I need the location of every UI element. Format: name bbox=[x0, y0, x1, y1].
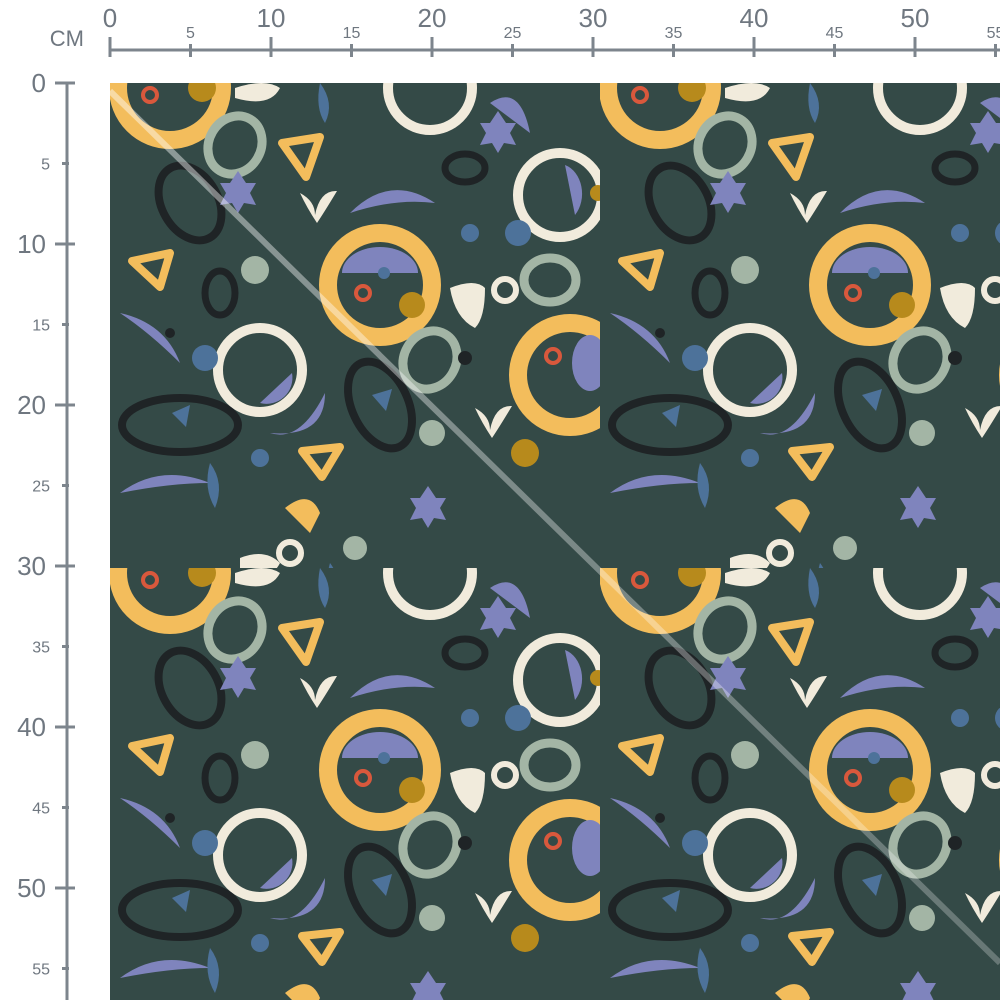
left-ruler-label: 45 bbox=[32, 801, 50, 818]
fabric-sheen-fold bbox=[110, 88, 1000, 966]
top-ruler-label: 45 bbox=[826, 25, 844, 42]
top-ruler-label: 55 bbox=[987, 25, 1000, 42]
left-ruler-label: 20 bbox=[17, 390, 46, 420]
top-ruler-label: 30 bbox=[579, 3, 608, 33]
left-ruler-label: 15 bbox=[32, 318, 50, 335]
left-ruler-label: 5 bbox=[41, 157, 50, 174]
top-ruler-label: 5 bbox=[186, 25, 195, 42]
top-ruler-label: 25 bbox=[504, 25, 522, 42]
left-ruler-label: 25 bbox=[32, 479, 50, 496]
top-ruler-label: 0 bbox=[103, 3, 117, 33]
left-ruler-label: 35 bbox=[32, 640, 50, 657]
top-ruler-label: 35 bbox=[665, 25, 683, 42]
top-ruler-label: 40 bbox=[740, 3, 769, 33]
left-ruler-label: 40 bbox=[17, 712, 46, 742]
top-ruler-label: 50 bbox=[901, 3, 930, 33]
left-ruler-label: 55 bbox=[32, 962, 50, 979]
top-ruler-label: 15 bbox=[343, 25, 361, 42]
left-ruler-label: 0 bbox=[32, 68, 46, 98]
top-ruler-label: 10 bbox=[257, 3, 286, 33]
fabric-swatch bbox=[110, 83, 1000, 1000]
left-ruler-label: 50 bbox=[17, 873, 46, 903]
ruler-unit-label: CM bbox=[50, 26, 84, 51]
left-ruler-label: 10 bbox=[17, 229, 46, 259]
top-ruler-label: 20 bbox=[418, 3, 447, 33]
left-ruler-label: 30 bbox=[17, 551, 46, 581]
